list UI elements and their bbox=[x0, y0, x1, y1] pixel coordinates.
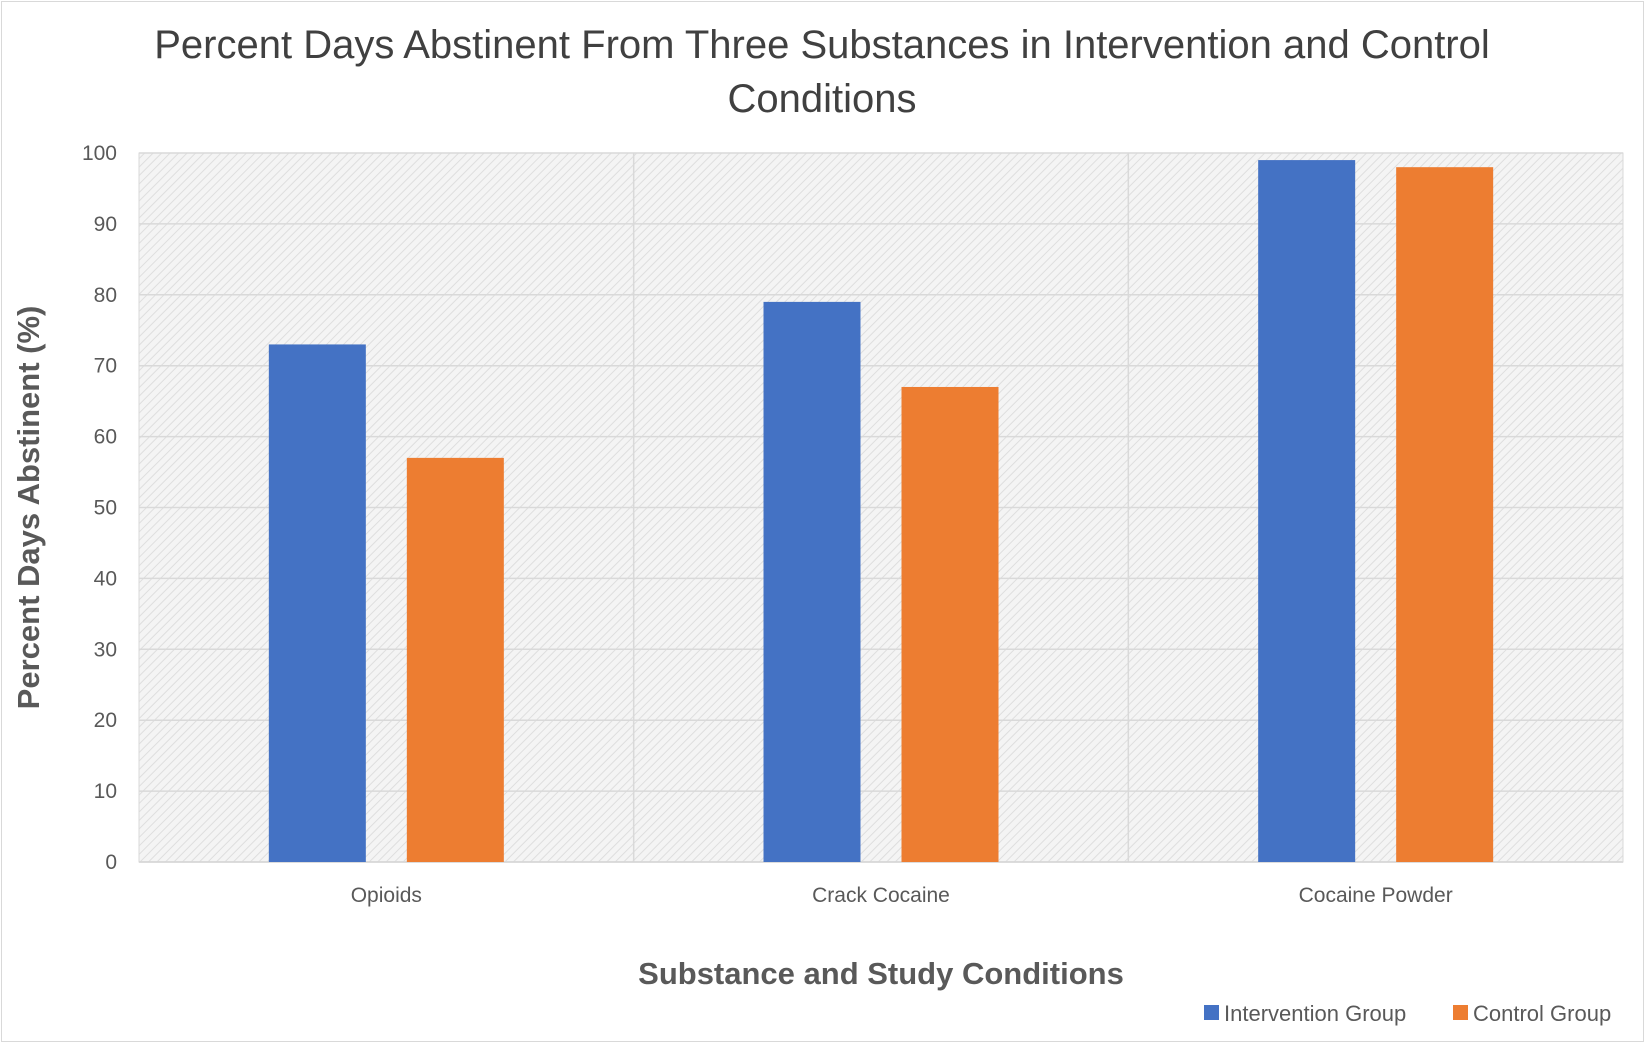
bar-intervention-crack-cocaine bbox=[763, 301, 861, 862]
legend-label-control: Control Group bbox=[1473, 1001, 1611, 1026]
y-axis-title: Percent Days Abstinent (%) bbox=[11, 306, 46, 710]
y-tick-label: 20 bbox=[94, 709, 117, 732]
bar-control-opioids bbox=[406, 457, 504, 862]
legend-swatch-control bbox=[1453, 1005, 1468, 1020]
legend: Intervention Group Control Group bbox=[1204, 1001, 1611, 1026]
bar-control-cocaine-powder bbox=[1396, 167, 1494, 862]
x-axis-ticks: Opioids Crack Cocaine Cocaine Powder bbox=[351, 884, 1453, 907]
legend-swatch-intervention bbox=[1204, 1005, 1219, 1020]
x-tick-label: Crack Cocaine bbox=[812, 884, 950, 907]
y-tick-label: 30 bbox=[94, 638, 117, 661]
x-tick-label: Cocaine Powder bbox=[1299, 884, 1453, 907]
bar-intervention-cocaine-powder bbox=[1258, 160, 1356, 863]
gridlines bbox=[138, 152, 1624, 863]
bars bbox=[268, 160, 1494, 863]
x-tick-label: Opioids bbox=[351, 884, 422, 907]
y-tick-label: 90 bbox=[94, 213, 117, 236]
y-tick-label: 70 bbox=[94, 355, 117, 378]
y-tick-label: 80 bbox=[94, 284, 117, 307]
bar-control-crack-cocaine bbox=[901, 386, 999, 862]
x-axis-title: Substance and Study Conditions bbox=[638, 956, 1124, 991]
bar-intervention-opioids bbox=[268, 344, 366, 862]
legend-label-intervention: Intervention Group bbox=[1224, 1001, 1406, 1026]
y-tick-label: 40 bbox=[94, 567, 117, 590]
y-tick-label: 10 bbox=[94, 780, 117, 803]
plot-border bbox=[138, 152, 1624, 863]
chart-title-line-2: Conditions bbox=[727, 77, 916, 121]
y-tick-label: 100 bbox=[82, 142, 117, 165]
y-tick-label: 50 bbox=[94, 497, 117, 520]
y-axis-ticks: 0 10 20 30 40 50 60 70 80 90 100 bbox=[82, 142, 117, 874]
y-tick-label: 0 bbox=[105, 851, 117, 874]
y-tick-label: 60 bbox=[94, 426, 117, 449]
chart-title-line-1: Percent Days Abstinent From Three Substa… bbox=[154, 23, 1490, 67]
